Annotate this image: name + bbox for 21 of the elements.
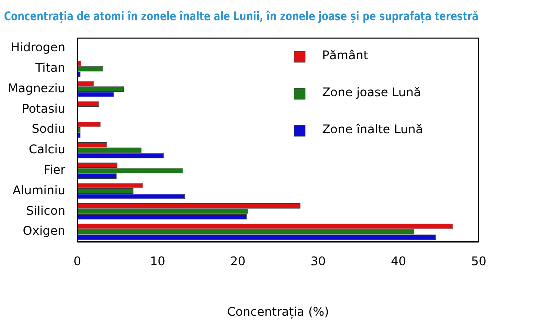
y-tick-label: Fier	[44, 162, 66, 177]
x-tick-label: 50	[471, 254, 487, 269]
y-tick-label: Magneziu	[8, 81, 66, 96]
y-tick-label: Silicon	[26, 204, 66, 218]
x-tick-label: 30	[310, 254, 326, 269]
y-tick-label: Aluminiu	[12, 183, 66, 198]
x-tick-label: 20	[230, 254, 246, 269]
x-axis-title: Concentrația (%)	[227, 304, 330, 319]
y-tick-label: Titan	[34, 61, 66, 76]
legend-label: Zone înalte Lună	[322, 122, 424, 137]
x-tick-label: 0	[74, 254, 82, 269]
legend-label: Pământ	[322, 48, 369, 63]
y-tick-label: Potasiu	[22, 102, 66, 116]
y-tick-label: Oxigen	[23, 224, 66, 238]
y-tick-label: Calciu	[28, 142, 66, 157]
chart-title: Concentrația de atomi în zonele înalte ale Lunii, în zonele joase și pe suprafața terestră	[4, 9, 479, 24]
y-tick-label: Sodiu	[32, 122, 66, 136]
x-tick-label: 40	[391, 254, 406, 269]
x-tick-label: 10	[150, 254, 166, 269]
y-tick-label: Hidrogen	[10, 40, 66, 55]
legend-label: Zone joase Lună	[322, 86, 422, 100]
